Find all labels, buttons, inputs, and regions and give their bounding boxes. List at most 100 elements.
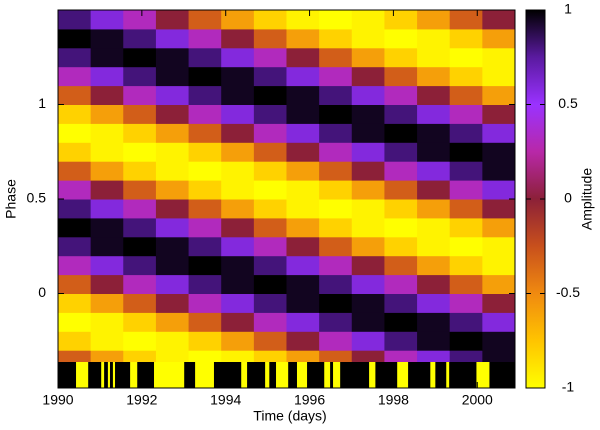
heatmap-cell (221, 255, 255, 276)
heatmap-cell (123, 85, 157, 105)
heatmap-cell (58, 161, 92, 181)
heatmap-cell (482, 85, 516, 105)
heatmap-cell (417, 10, 451, 30)
heatmap-cell (482, 28, 516, 49)
heatmap-cell (319, 161, 353, 181)
heatmap-cell (286, 28, 320, 49)
heatmap-cell (351, 28, 385, 49)
coverage-interval (397, 362, 409, 388)
heatmap-cell (221, 10, 255, 30)
heatmap-cell (351, 104, 385, 124)
heatmap-cell (188, 10, 222, 30)
heatmap-cell (253, 255, 288, 276)
heatmap-cell (221, 217, 255, 238)
coverage-interval (369, 362, 376, 388)
heatmap-cell (351, 180, 385, 200)
heatmap-cell (449, 66, 483, 87)
heatmap-cell (90, 199, 124, 219)
heatmap-cell (449, 293, 483, 313)
heatmap-cell (384, 312, 418, 332)
heatmap-cell (253, 199, 288, 219)
heatmap-cell (123, 10, 157, 30)
heatmap-cell (319, 274, 353, 294)
heatmap-cell (123, 161, 157, 181)
heatmap-cell (253, 217, 288, 238)
x-tick-label: 2000 (462, 392, 493, 408)
coverage-interval (107, 362, 110, 388)
heatmap-cell (123, 123, 157, 143)
heatmap-cell (482, 142, 516, 162)
heatmap-cell (221, 28, 255, 49)
heatmap-cell (221, 274, 255, 294)
heatmap-cell (384, 199, 418, 219)
heatmap-cell (58, 47, 92, 68)
heatmap-cell (351, 255, 385, 276)
x-tick-label: 1998 (378, 392, 409, 408)
heatmap-cell (482, 104, 516, 124)
axes: 1990 1992 1994 1996 1998 2000 0 0.5 1 -1 -0.5 0 0.5 1 (27, 1, 581, 408)
heatmap-cell (482, 123, 516, 143)
heatmap-cell (155, 142, 190, 162)
heatmap-cell (351, 47, 385, 68)
heatmap-cell (188, 104, 222, 124)
colorbar-tick-label: -1 (562, 379, 575, 395)
heatmap-cell (221, 331, 255, 351)
heatmap-cell (123, 28, 157, 49)
heatmap-cell (351, 274, 385, 294)
heatmap-cell (417, 161, 451, 181)
heatmap-cell (90, 312, 124, 332)
heatmap-cell (449, 274, 483, 294)
heatmap-cell (58, 255, 92, 276)
heatmap-cell (58, 236, 92, 257)
heatmap-cell (319, 312, 353, 332)
heatmap-cell (58, 123, 92, 143)
heatmap-cell (123, 199, 157, 219)
heatmap-cell (286, 199, 320, 219)
y-tick-label: 0 (38, 284, 46, 300)
heatmap-cell (286, 293, 320, 313)
heatmap-cell (319, 331, 353, 351)
heatmap-cell (384, 10, 418, 30)
x-tick-label: 1994 (210, 392, 241, 408)
heatmap-cell (482, 10, 516, 30)
colorbar-tick-label: -0.5 (556, 284, 580, 300)
heatmap-cell (90, 293, 124, 313)
heatmap-cell (123, 274, 157, 294)
heatmap-cell (286, 142, 320, 162)
heatmap-cell (482, 217, 516, 238)
heatmap-cell (58, 217, 92, 238)
heatmap-cell (123, 180, 157, 200)
heatmap-cell (58, 85, 92, 105)
heatmap-cell (188, 180, 222, 200)
colorbar-tick-label: 0.5 (558, 95, 578, 111)
heatmap-cell (449, 85, 483, 105)
heatmap-cell (123, 312, 157, 332)
heatmap-cell (286, 85, 320, 105)
heatmap-cell (58, 10, 92, 30)
heatmap-cell (90, 66, 124, 87)
heatmap-cell (58, 180, 92, 200)
heatmap-cell (384, 293, 418, 313)
heatmap-cell (286, 236, 320, 257)
heatmap-cell (417, 142, 451, 162)
heatmap-cell (351, 85, 385, 105)
heatmap-cell (384, 274, 418, 294)
y-tick-label: 1 (38, 95, 46, 111)
heatmap-cell (123, 331, 157, 351)
heatmap-cell (417, 47, 451, 68)
heatmap-cell (221, 312, 255, 332)
heatmap-cell (90, 123, 124, 143)
heatmap-cell (253, 123, 288, 143)
heatmap-cell (319, 293, 353, 313)
heatmap-cell (449, 255, 483, 276)
heatmap-cell (319, 10, 353, 30)
heatmap-cell (286, 312, 320, 332)
heatmap-cell (123, 142, 157, 162)
heatmap-cell (123, 66, 157, 87)
heatmap-cell (155, 236, 190, 257)
heatmap-cell (221, 161, 255, 181)
heatmap-cell (221, 123, 255, 143)
heatmap-cell (253, 66, 288, 87)
heatmap-cell (286, 217, 320, 238)
heatmap-cell (188, 274, 222, 294)
